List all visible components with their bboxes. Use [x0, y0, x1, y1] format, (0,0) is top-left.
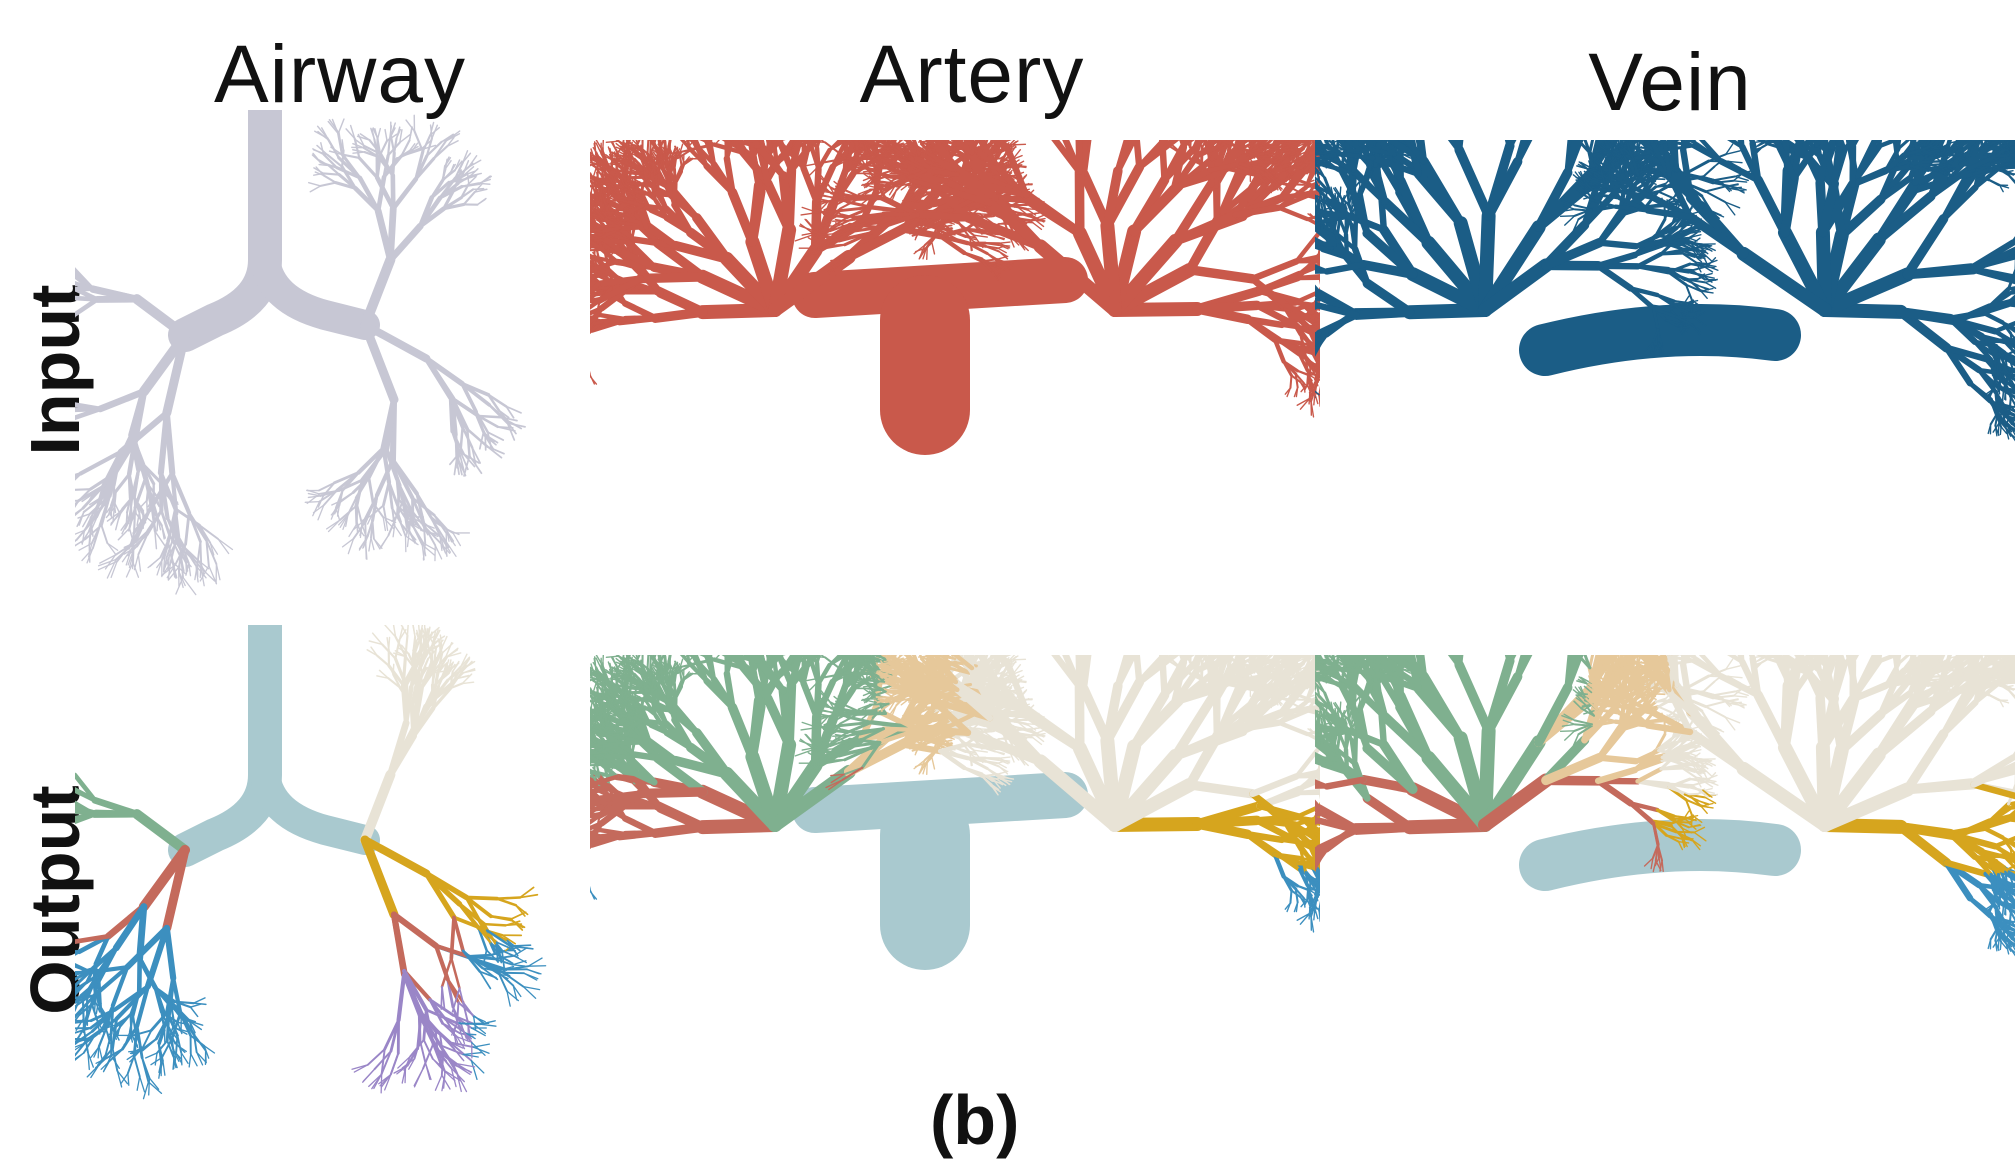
vessel-branch-left	[593, 218, 600, 219]
airway-branch	[134, 555, 138, 570]
vessel-branch-left	[641, 277, 703, 279]
vessel-branch-left	[606, 141, 618, 142]
airway-branch	[468, 173, 469, 184]
airway-branch	[321, 183, 336, 186]
airway-branch	[134, 508, 135, 532]
airway-branch	[467, 429, 469, 456]
column-title-airway: Airway	[40, 28, 640, 122]
airway-branch	[369, 477, 373, 502]
airway-branch	[460, 427, 462, 452]
airway-branch	[393, 179, 416, 208]
vessel-branch-left	[817, 169, 819, 202]
vessel-branch-left	[607, 164, 616, 165]
airway-branch	[121, 413, 167, 452]
airway-branch	[485, 435, 486, 450]
vessel-branch-left	[974, 235, 988, 237]
airway-branch	[305, 502, 319, 503]
airway-branch	[75, 501, 79, 502]
airway-branch	[406, 120, 414, 131]
airway-input-panel	[75, 110, 595, 630]
airway-branch	[200, 542, 201, 563]
airway-branch	[75, 299, 97, 314]
airway-branch	[138, 555, 140, 572]
airway-branch	[130, 498, 131, 517]
airway-branch	[75, 298, 97, 300]
airway-branch	[381, 535, 389, 547]
vessel-branch-left	[732, 192, 752, 241]
vessel-branch-left	[602, 319, 625, 321]
vessel-branch-left	[658, 172, 659, 188]
airway-branch	[356, 506, 357, 524]
airway-branch	[365, 260, 390, 325]
airway-branch	[393, 526, 394, 537]
vessel-branch-left	[716, 140, 721, 144]
vessel-branch-left	[633, 182, 640, 183]
vessel-branch-left	[614, 200, 626, 201]
vessel-branch-left	[666, 147, 667, 155]
vessel-branch-left	[661, 293, 703, 312]
vessel-branch-left	[625, 318, 655, 319]
airway-branch	[82, 548, 93, 560]
airway-branch	[75, 489, 90, 490]
airway-branch	[395, 526, 402, 536]
airway-branch	[116, 474, 129, 491]
airway-branch	[324, 173, 340, 174]
airway-branch	[114, 491, 115, 507]
airway-input-tree	[75, 110, 595, 630]
airway-branch	[380, 141, 387, 155]
trachea-right-bronchus	[265, 110, 365, 325]
vessel-branch-left	[620, 227, 646, 228]
airway-branch	[369, 538, 371, 551]
airway-branch	[339, 119, 344, 132]
airway-branch	[309, 183, 321, 186]
vessel-branch-left	[590, 238, 602, 239]
vessel-branch-left	[783, 176, 789, 230]
airway-branch	[126, 512, 127, 524]
airway-branch	[477, 198, 486, 204]
airway-branch	[209, 566, 217, 584]
airway-branch	[328, 122, 338, 134]
column-title-vein: Vein	[1370, 36, 1970, 130]
airway-branch	[75, 409, 100, 410]
artery-input-tree	[590, 140, 1320, 620]
vessel-branch-left	[617, 210, 629, 211]
airway-branch	[79, 512, 84, 525]
airway-branch	[342, 150, 343, 166]
airway-branch	[435, 545, 441, 559]
vessel-branch-left	[604, 204, 605, 210]
airway-branch	[313, 153, 320, 162]
airway-branch	[75, 474, 81, 496]
vessel-branch-left	[648, 140, 649, 154]
artery-input-panel	[590, 140, 1320, 620]
column-title-artery: Artery	[672, 28, 1272, 122]
vessel-branch-left	[596, 288, 612, 289]
vessel-branch-left	[857, 140, 858, 149]
airway-branch	[328, 138, 339, 157]
airway-branch	[324, 175, 336, 182]
airway-branch	[101, 525, 107, 543]
airway-branch	[137, 299, 185, 335]
airway-branch	[462, 184, 480, 187]
airway-branch	[161, 413, 167, 473]
airway-branch	[459, 170, 460, 179]
airway-branch	[359, 158, 377, 178]
airway-branch	[385, 130, 387, 141]
airway-branch	[310, 186, 320, 192]
airway-branch	[469, 456, 481, 474]
vessel-branch-left	[674, 182, 675, 205]
